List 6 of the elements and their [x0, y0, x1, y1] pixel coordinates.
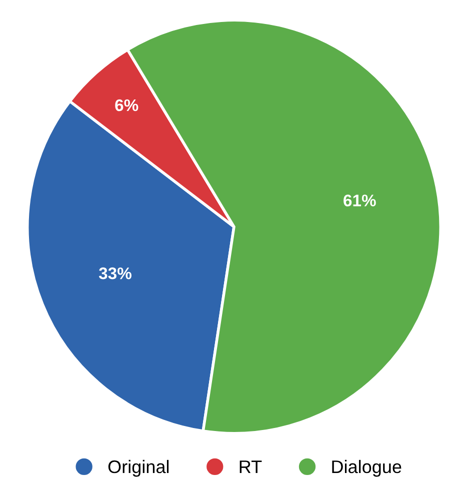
data-label: 6%: [115, 99, 138, 112]
data-label: 33%: [98, 267, 132, 280]
data-label: 61%: [344, 194, 376, 206]
legend-label: Dialogue: [332, 460, 402, 477]
legend-label: RT: [240, 460, 262, 474]
legend-label: Original: [108, 460, 169, 477]
